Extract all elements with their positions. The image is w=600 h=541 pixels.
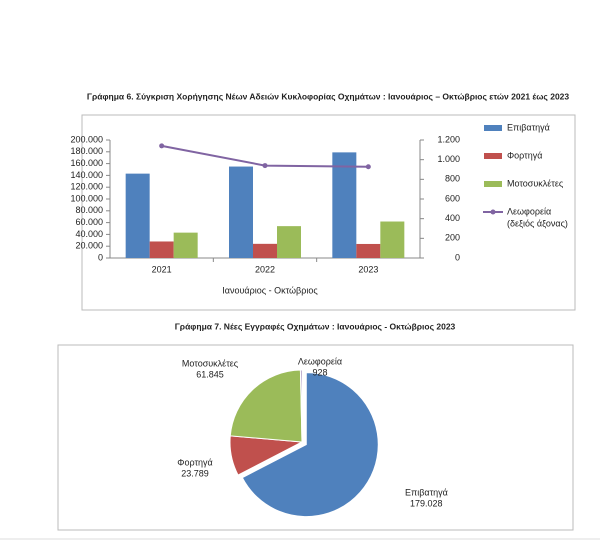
- bar: [356, 243, 381, 258]
- slice-value: 23.789: [181, 468, 209, 478]
- legend-note: (δεξιός άξονας): [507, 218, 568, 228]
- point: [159, 143, 165, 149]
- bar: [125, 173, 150, 258]
- y-tick-label: 100.000: [70, 193, 103, 203]
- slice-value: 179.028: [410, 498, 443, 508]
- x-tick-label: 2021: [152, 264, 172, 274]
- legend-label: Λεωφορεία: [507, 206, 551, 216]
- y-tick-label: 80.000: [75, 205, 103, 215]
- legend-swatch: [484, 153, 502, 159]
- y2-tick-label: 1.200: [437, 134, 460, 144]
- bar: [229, 166, 253, 258]
- y-tick-label: 60.000: [75, 217, 103, 227]
- pie-slice: [299, 369, 303, 443]
- y2-tick-label: 800: [445, 174, 460, 184]
- y2-tick-label: 400: [445, 213, 460, 223]
- x-axis-label: Ιανουάριος - Οκτώβριος: [222, 285, 318, 295]
- slice-label: Επιβατηγά: [405, 487, 448, 497]
- y-tick-label: 120.000: [70, 182, 103, 192]
- y2-tick-label: 200: [445, 233, 460, 243]
- bar: [173, 232, 198, 258]
- bar: [253, 243, 277, 258]
- y-tick-label: 140.000: [70, 170, 103, 180]
- bar: [277, 226, 301, 258]
- pie-slice: [241, 372, 379, 518]
- y2-tick-label: 1.000: [437, 154, 460, 164]
- pie-slice: [229, 369, 303, 443]
- y-tick-label: 160.000: [70, 158, 103, 168]
- y-tick-label: 40.000: [75, 229, 103, 239]
- legend-swatch: [484, 125, 502, 131]
- bar: [149, 241, 174, 258]
- legend-swatch: [490, 209, 496, 215]
- y2-tick-label: 0: [455, 252, 460, 262]
- chart-title: Γράφημα 7. Νέες Εγγραφές Οχημάτων : Ιανο…: [175, 321, 456, 331]
- slice-value: 61.845: [196, 369, 224, 379]
- y-tick-label: 180.000: [70, 146, 103, 156]
- x-tick-label: 2022: [255, 264, 275, 274]
- bar: [332, 152, 357, 258]
- point: [262, 163, 268, 169]
- y-tick-label: 200.000: [70, 134, 103, 144]
- x-tick-label: 2023: [358, 264, 378, 274]
- slice-label: Μοτοσυκλέτες: [182, 358, 239, 368]
- y2-tick-label: 600: [445, 193, 460, 203]
- slice-label: Φορτηγά: [177, 457, 212, 467]
- legend-label: Μοτοσυκλέτες: [507, 178, 564, 188]
- y-tick-label: 0: [98, 252, 103, 262]
- slice-value: 928: [312, 367, 327, 377]
- slice-label: Λεωφορεία: [298, 356, 342, 366]
- point: [365, 164, 371, 170]
- bar: [380, 221, 405, 258]
- chart-title: Γράφημα 6. Σύγκριση Χορήγησης Νέων Αδειώ…: [87, 91, 570, 101]
- legend-label: Επιβατηγά: [507, 122, 550, 132]
- legend-label: Φορτηγά: [507, 150, 542, 160]
- y-tick-label: 20.000: [75, 241, 103, 251]
- legend-swatch: [484, 181, 502, 187]
